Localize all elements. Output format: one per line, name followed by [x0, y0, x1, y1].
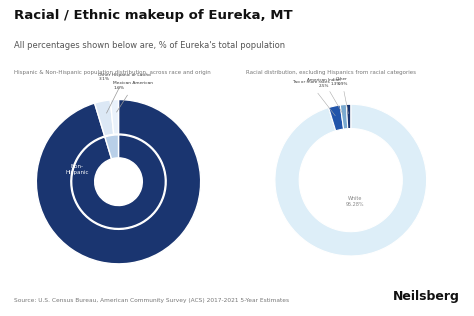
Text: Mexican American
1.6%: Mexican American 1.6%: [113, 82, 154, 112]
Text: American Indian
1.3%: American Indian 1.3%: [308, 78, 343, 114]
Text: Two or more races
2.5%: Two or more races 2.5%: [292, 80, 335, 116]
Wedge shape: [105, 135, 118, 159]
Text: Non-Hispanic
95.3%: Non-Hispanic 95.3%: [104, 167, 133, 175]
Wedge shape: [328, 105, 344, 131]
Wedge shape: [95, 100, 114, 136]
Text: Hispanic & Non-Hispanic population distribution, across race and origin: Hispanic & Non-Hispanic population distr…: [14, 70, 211, 75]
Text: Non-
Hispanic: Non- Hispanic: [66, 164, 89, 175]
Wedge shape: [275, 104, 427, 256]
Wedge shape: [36, 100, 201, 264]
Text: Racial distribution, excluding Hispanics from racial categories: Racial distribution, excluding Hispanics…: [246, 70, 417, 75]
Text: Other
0.9%: Other 0.9%: [336, 77, 348, 114]
Text: Racial / Ethnic makeup of Eureka, MT: Racial / Ethnic makeup of Eureka, MT: [14, 9, 293, 22]
Wedge shape: [340, 104, 348, 129]
Wedge shape: [346, 104, 351, 129]
Text: Source: U.S. Census Bureau, American Community Survey (ACS) 2017-2021 5-Year Est: Source: U.S. Census Bureau, American Com…: [14, 298, 289, 303]
Text: Neilsberg: Neilsberg: [393, 290, 460, 303]
Text: White
95.28%: White 95.28%: [345, 196, 364, 207]
Text: Other Hispanic or Latino
3.1%: Other Hispanic or Latino 3.1%: [98, 73, 151, 113]
Wedge shape: [72, 135, 165, 228]
Text: All percentages shown below are, % of Eureka's total population: All percentages shown below are, % of Eu…: [14, 41, 285, 50]
Wedge shape: [110, 100, 118, 134]
